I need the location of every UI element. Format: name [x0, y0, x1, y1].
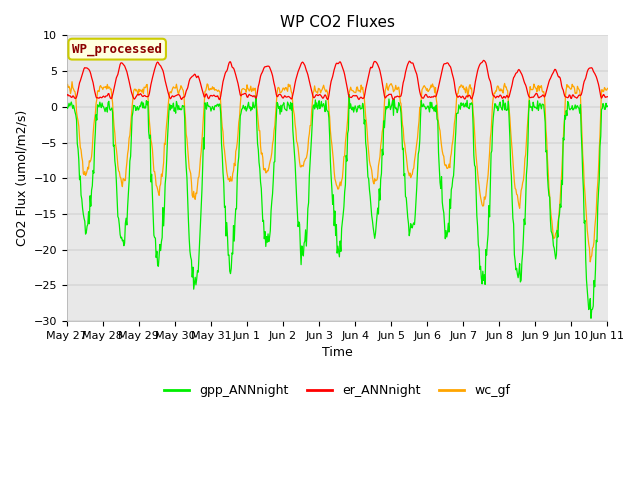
Title: WP CO2 Fluxes: WP CO2 Fluxes [280, 15, 395, 30]
Y-axis label: CO2 Flux (umol/m2/s): CO2 Flux (umol/m2/s) [15, 110, 28, 246]
Legend: gpp_ANNnight, er_ANNnight, wc_gf: gpp_ANNnight, er_ANNnight, wc_gf [159, 379, 515, 402]
Text: WP_processed: WP_processed [72, 43, 162, 56]
X-axis label: Time: Time [322, 347, 353, 360]
